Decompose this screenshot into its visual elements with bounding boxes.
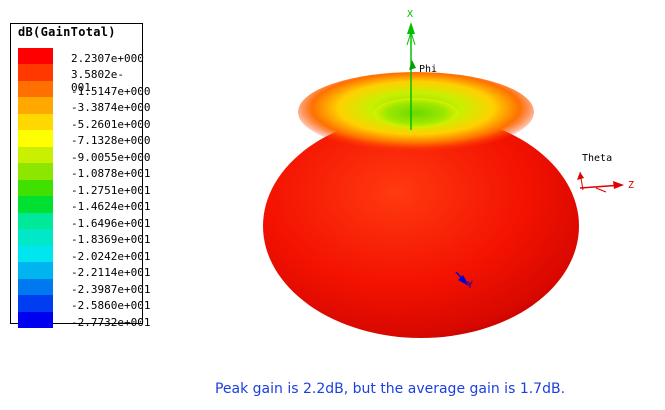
x-axis-arrow-stroke-left (406, 31, 412, 46)
legend-value: -1.2751e+001 (71, 183, 151, 197)
legend-value: -1.4624e+001 (71, 200, 151, 214)
gain-surface (263, 72, 579, 338)
legend-swatch (18, 212, 53, 230)
legend-swatch (18, 146, 53, 164)
legend-row: -1.8369e+001 (18, 229, 150, 246)
legend-row: -1.6496e+001 (18, 212, 150, 230)
legend-value: -1.6496e+001 (71, 216, 151, 230)
legend-row: -7.1328e+000 (18, 130, 150, 147)
legend-row: -2.3987e+001 (18, 278, 150, 296)
legend-value: 2.2307e+000 (71, 52, 144, 65)
legend-value: -9.0055e+000 (71, 150, 151, 164)
theta-label: Theta (582, 153, 612, 164)
legend-swatch (18, 278, 53, 296)
legend-value: -7.1328e+000 (71, 134, 151, 148)
torus-center-dimple (374, 98, 458, 128)
legend-row: -1.2751e+001 (18, 179, 150, 197)
x-axis-arrowhead (407, 22, 415, 34)
z-axis-tick (595, 187, 607, 193)
legend-swatch (18, 295, 53, 312)
x-axis-arrow-stroke-right (410, 31, 416, 46)
x-axis-label: X (407, 9, 413, 20)
legend-swatch (18, 262, 53, 279)
legend-value: -2.3987e+001 (71, 282, 151, 296)
legend-swatch (18, 163, 53, 180)
legend-swatch (18, 80, 53, 98)
legend-swatch (18, 196, 53, 213)
caption-text: Peak gain is 2.2dB, but the average gain… (214, 381, 566, 397)
legend-value: -1.5147e+000 (71, 84, 151, 98)
legend-scale: 2.2307e+000 3.5802e-001 -1.5147e+000 -3.387… (18, 48, 150, 329)
legend-value: 3.5802e-001 (71, 68, 124, 95)
legend-row: -5.2601e+000 (18, 113, 150, 131)
y-axis-label: Y (467, 280, 473, 291)
legend-value: -3.3874e+000 (71, 101, 151, 115)
z-axis-label: Z (628, 180, 634, 191)
legend-swatch (18, 179, 53, 197)
legend-value: -2.0242e+001 (71, 249, 151, 263)
legend-row: -9.0055e+000 (18, 146, 150, 164)
legend-value: -2.5860e+001 (71, 299, 151, 313)
axis-x: X (406, 9, 416, 130)
legend-value: -1.0878e+001 (71, 167, 151, 181)
legend-swatch (18, 229, 53, 246)
legend-row: -2.2114e+001 (18, 262, 150, 279)
legend-row: -3.3874e+000 (18, 97, 150, 114)
axis-y: Y (455, 271, 473, 291)
legend-swatch (18, 311, 53, 328)
y-axis-arrowhead (458, 275, 469, 286)
z-axis-arrowhead (613, 181, 624, 189)
legend-swatch (18, 48, 53, 65)
torus-body (263, 114, 579, 338)
legend-swatch (18, 130, 53, 147)
legend-swatch (18, 113, 53, 131)
phi-label: Phi (419, 64, 437, 75)
legend-swatch (18, 97, 53, 114)
phi-arrow-icon (409, 60, 416, 70)
legend-row: 3.5802e-001 (18, 64, 140, 94)
legend-swatch (18, 64, 53, 81)
legend-value: -2.2114e+001 (71, 266, 151, 280)
axis-z: Z Theta (577, 153, 634, 193)
theta-arrow-icon (577, 172, 584, 180)
radiation-pattern-view[interactable]: X Phi Z Theta Y (0, 0, 665, 375)
legend-row: -1.5147e+000 (18, 80, 150, 98)
gain-legend: dB(GainTotal) 2.2307e+000 3.5802e-001 -1.5… (10, 23, 150, 329)
phi-marker: Phi (409, 60, 437, 75)
legend-value: -5.2601e+000 (71, 117, 151, 131)
legend-row: 2.2307e+000 (18, 48, 144, 65)
legend-row: -2.0242e+001 (18, 245, 150, 263)
legend-row: -1.0878e+001 (18, 163, 150, 180)
legend-value: -2.7732e+001 (71, 315, 151, 329)
legend-title: dB(GainTotal) (18, 25, 116, 39)
legend-swatch (18, 245, 53, 263)
legend-value: -1.8369e+001 (71, 233, 151, 247)
legend-row: -1.4624e+001 (18, 196, 150, 213)
legend-row: -2.7732e+001 (18, 311, 150, 329)
legend-row: -2.5860e+001 (18, 295, 150, 312)
